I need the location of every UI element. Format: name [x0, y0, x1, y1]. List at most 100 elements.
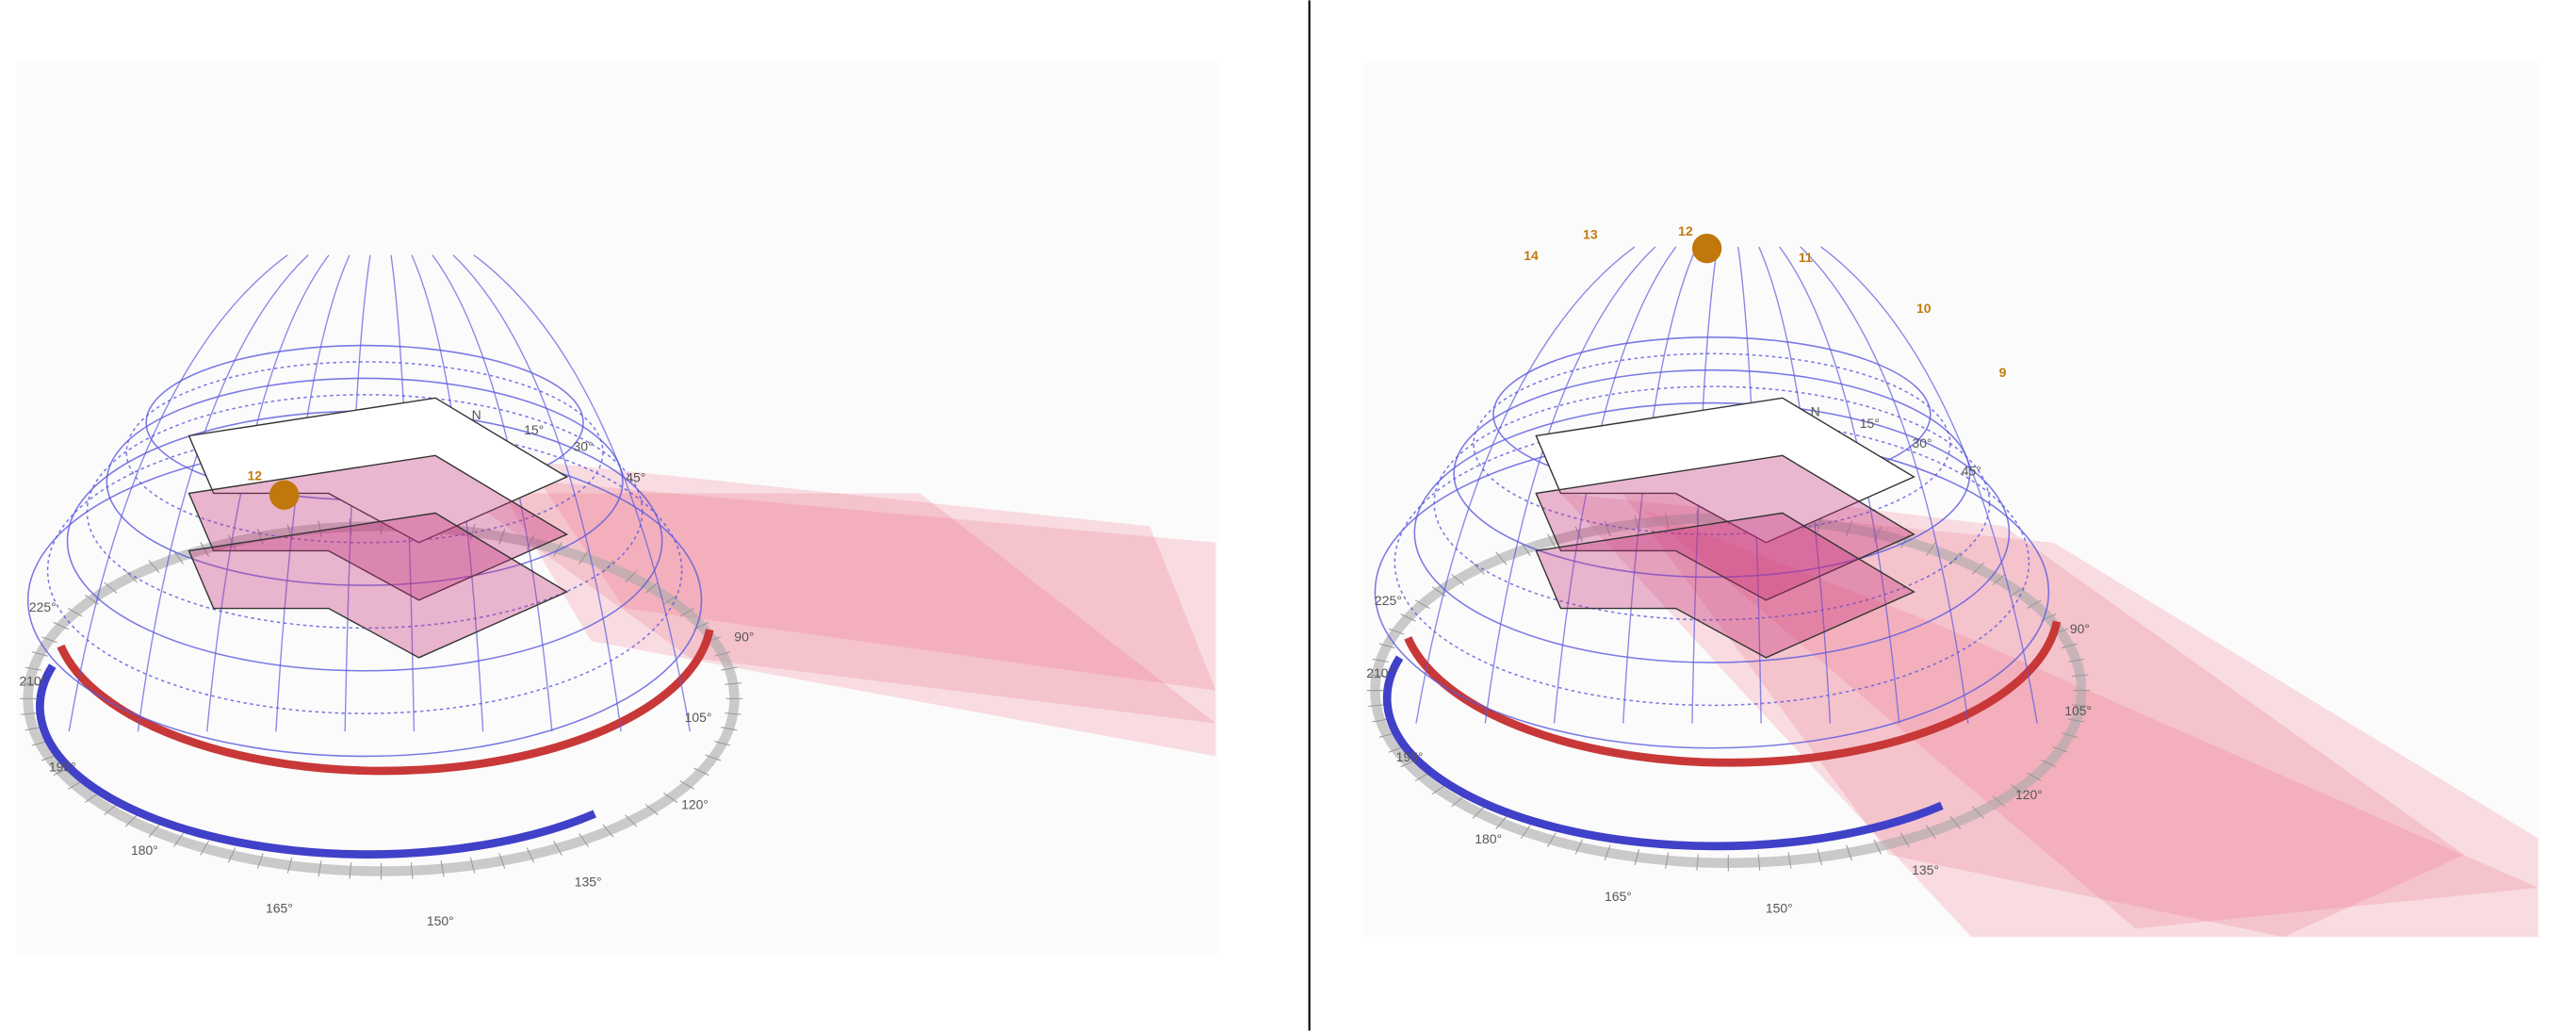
- building-floor: [1535, 512, 1916, 659]
- shadow-beam: [493, 477, 1216, 757]
- compass-tick: [1368, 704, 1385, 707]
- compass-tick: [1451, 574, 1465, 586]
- compass-tick: [148, 824, 160, 838]
- dome-meridian: [137, 254, 309, 732]
- winter-arc: [1382, 655, 1944, 851]
- compass-label: 135°: [1912, 862, 1939, 877]
- dome-meridian: [1779, 246, 1900, 724]
- compass-tick: [31, 651, 48, 657]
- compass-tick: [725, 682, 742, 685]
- compass-tick: [1665, 852, 1670, 869]
- compass-tick: [349, 862, 352, 879]
- compass-tick: [714, 741, 731, 746]
- compass-tick: [553, 841, 562, 856]
- compass-tick: [68, 608, 83, 617]
- compass-label: 150°: [1766, 900, 1793, 915]
- compass-tick: [679, 780, 694, 790]
- compass-tick: [693, 767, 709, 776]
- compass-tick: [663, 792, 678, 803]
- compass-tick: [1846, 520, 1852, 537]
- compass-tick: [256, 853, 264, 869]
- compass-label: 30°: [573, 438, 593, 453]
- compass-tick: [1971, 562, 1984, 575]
- compass-tick: [1431, 784, 1446, 795]
- compass-label: 180°: [131, 843, 158, 858]
- compass-tick: [256, 529, 264, 545]
- compass-tick: [2061, 643, 2078, 649]
- compass-tick: [104, 581, 118, 594]
- hour-label: 10: [1916, 301, 1932, 316]
- compass-tick: [1846, 844, 1852, 861]
- compass-tick: [1696, 854, 1699, 871]
- compass-label: N: [1811, 404, 1820, 419]
- compass-tick: [498, 853, 506, 869]
- compass-tick: [714, 651, 731, 657]
- dome-meridian: [452, 254, 622, 732]
- compass-label: 45°: [626, 469, 645, 484]
- compass-tick: [1495, 815, 1508, 829]
- compass-tick: [104, 804, 118, 816]
- compass-tick: [200, 542, 209, 557]
- compass-tick: [124, 814, 138, 827]
- compass-tick: [1451, 795, 1465, 808]
- shadow-beam: [1560, 493, 2538, 938]
- summer-arc: [57, 629, 714, 776]
- compass-tick: [440, 860, 445, 877]
- compass-tick: [663, 594, 678, 605]
- compass-tick: [625, 570, 638, 583]
- compass-tick: [2067, 658, 2085, 663]
- compass-tick: [1899, 533, 1910, 548]
- dome-ring: [1413, 401, 2011, 663]
- building-floor: [187, 397, 569, 544]
- compass-tick: [679, 608, 694, 617]
- compass-tick: [469, 857, 476, 874]
- compass-label: 135°: [575, 874, 602, 889]
- compass-tick: [1665, 512, 1670, 530]
- compass-label: 150°: [427, 913, 454, 928]
- dome-meridian: [1415, 246, 1636, 724]
- compass-tick: [21, 712, 38, 715]
- compass-tick: [1547, 832, 1557, 848]
- dome-meridian: [1484, 246, 1656, 724]
- compass-tick: [721, 727, 738, 731]
- hour-label: 12: [1678, 223, 1693, 238]
- compass-tick: [602, 824, 614, 838]
- compass-label: 210°: [19, 674, 46, 689]
- compass-tick: [1368, 674, 1385, 678]
- shadow-beam: [525, 460, 1216, 691]
- compass-tick: [200, 841, 209, 856]
- compass-tick: [644, 581, 659, 594]
- compass-label: 195°: [1396, 749, 1424, 764]
- compass-tick: [24, 727, 42, 731]
- compass-tick: [1634, 848, 1640, 866]
- compass-label: 30°: [1912, 435, 1932, 450]
- dome-meridian: [473, 254, 692, 732]
- compass-label: 225°: [29, 599, 57, 614]
- compass-tick: [1472, 806, 1485, 819]
- dome-ring: [125, 361, 604, 544]
- compass-tick: [579, 832, 589, 847]
- compass-label: 210°: [1366, 665, 1394, 680]
- panel-0: N 15° 30° 45° 90° 105° 120° 135° 150° 165° 180° 195…: [16, 62, 1219, 954]
- dome-ring: [1453, 368, 1971, 579]
- compass-tick: [286, 857, 293, 874]
- compass-label: 105°: [2064, 703, 2092, 718]
- dome-ring: [106, 377, 624, 586]
- compass-tick: [1520, 825, 1531, 840]
- compass-tick: [526, 847, 535, 863]
- dome-meridian: [68, 254, 288, 732]
- dome-ring: [1473, 352, 1951, 535]
- compass-tick: [227, 847, 236, 863]
- compass-tick: [1372, 658, 1389, 663]
- compass-tick: [579, 550, 589, 565]
- compass-tick: [1547, 533, 1557, 548]
- compass-tick: [625, 814, 638, 827]
- building-floor: [187, 512, 569, 659]
- compass-label: 15°: [524, 422, 544, 437]
- compass-label: 165°: [1605, 889, 1632, 904]
- compass-tick: [1604, 844, 1611, 861]
- compass-label: 105°: [685, 710, 712, 725]
- compass-tick: [498, 529, 506, 545]
- compass-label: 45°: [1962, 463, 1981, 478]
- compass-tick: [1787, 852, 1792, 869]
